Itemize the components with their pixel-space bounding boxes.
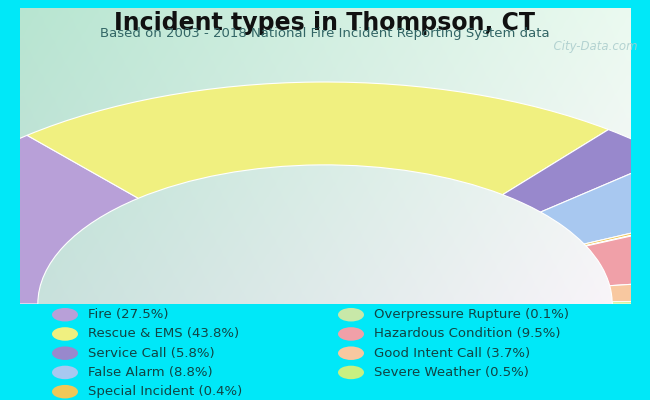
Text: Fire (27.5%): Fire (27.5%) <box>88 308 168 321</box>
Text: Based on 2003 - 2018 National Fire Incident Reporting System data: Based on 2003 - 2018 National Fire Incid… <box>100 27 550 40</box>
Ellipse shape <box>338 308 364 322</box>
Wedge shape <box>584 208 650 246</box>
Wedge shape <box>541 157 650 244</box>
Ellipse shape <box>338 366 364 379</box>
Text: Overpressure Rupture (0.1%): Overpressure Rupture (0.1%) <box>374 308 569 321</box>
Ellipse shape <box>52 308 78 322</box>
Wedge shape <box>586 212 650 286</box>
Wedge shape <box>586 211 650 246</box>
Wedge shape <box>27 82 608 198</box>
Text: Hazardous Condition (9.5%): Hazardous Condition (9.5%) <box>374 328 560 340</box>
Ellipse shape <box>52 385 78 398</box>
Text: Rescue & EMS (43.8%): Rescue & EMS (43.8%) <box>88 328 239 340</box>
Text: False Alarm (8.8%): False Alarm (8.8%) <box>88 366 213 379</box>
Ellipse shape <box>52 327 78 341</box>
Text: Incident types in Thompson, CT: Incident types in Thompson, CT <box>114 11 536 35</box>
Text: Service Call (5.8%): Service Call (5.8%) <box>88 347 214 360</box>
Text: City-Data.com: City-Data.com <box>546 40 638 53</box>
Ellipse shape <box>52 346 78 360</box>
Text: Good Intent Call (3.7%): Good Intent Call (3.7%) <box>374 347 530 360</box>
Text: Severe Weather (0.5%): Severe Weather (0.5%) <box>374 366 528 379</box>
Wedge shape <box>612 300 650 304</box>
Ellipse shape <box>338 346 364 360</box>
Wedge shape <box>0 135 138 304</box>
Text: Special Incident (0.4%): Special Incident (0.4%) <box>88 385 242 398</box>
Wedge shape <box>502 130 650 212</box>
Wedge shape <box>610 275 650 302</box>
Ellipse shape <box>52 366 78 379</box>
Ellipse shape <box>338 327 364 341</box>
